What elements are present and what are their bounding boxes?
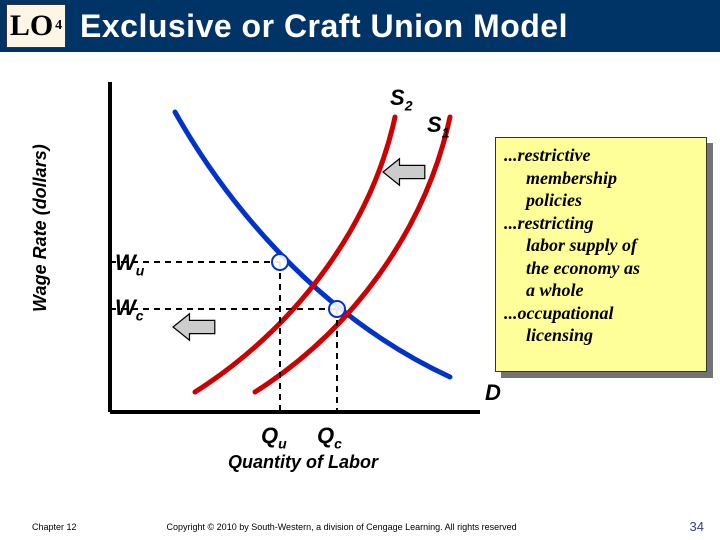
textbox-line: ...occupational bbox=[504, 302, 698, 325]
textbox-line: membership bbox=[504, 167, 698, 190]
restrictions-text-box: ...restrictivemembershippolicies...restr… bbox=[495, 137, 707, 372]
textbox-line: a whole bbox=[504, 279, 698, 302]
d-main: D bbox=[485, 380, 501, 405]
chapter-label: Chapter 12 bbox=[32, 522, 77, 532]
textbox-line: the economy as bbox=[504, 257, 698, 280]
lo-badge: LO4 bbox=[6, 4, 66, 48]
slide-header: LO4 Exclusive or Craft Union Model bbox=[0, 0, 720, 52]
qu-sub: u bbox=[278, 435, 287, 451]
qc-sub: c bbox=[334, 435, 342, 451]
s2-sub: 2 bbox=[405, 97, 413, 113]
d-label: D bbox=[485, 380, 501, 406]
wage-wc-label: Wc bbox=[115, 295, 144, 323]
qty-qc-label: Qc bbox=[317, 423, 342, 451]
lo-prefix: LO bbox=[10, 9, 53, 43]
wage-wu-label: Wu bbox=[115, 250, 144, 278]
textbox-line: ...restricting bbox=[504, 212, 698, 235]
wu-sub: u bbox=[136, 262, 145, 278]
s1-label: S1 bbox=[427, 112, 449, 140]
slide: LO4 Exclusive or Craft Union Model Wage … bbox=[0, 0, 720, 540]
textbox-line: policies bbox=[504, 189, 698, 212]
qc-main: Q bbox=[317, 423, 334, 448]
slide-body: Wage Rate (dollars) Quantity of Labor Wu… bbox=[0, 52, 720, 492]
page-number: 34 bbox=[690, 519, 704, 534]
textbox-line: labor supply of bbox=[504, 234, 698, 257]
s2-main: S bbox=[390, 85, 405, 110]
y-axis-label: Wage Rate (dollars) bbox=[30, 144, 51, 312]
slide-title: Exclusive or Craft Union Model bbox=[80, 8, 568, 45]
qty-qu-label: Qu bbox=[261, 423, 287, 451]
x-axis-label: Quantity of Labor bbox=[228, 452, 378, 473]
wu-main: W bbox=[115, 250, 136, 275]
s1-main: S bbox=[427, 112, 442, 137]
lo-number: 4 bbox=[55, 18, 62, 34]
textbox-line: licensing bbox=[504, 324, 698, 347]
copyright-text: Copyright © 2010 by South-Western, a div… bbox=[167, 522, 517, 532]
textbox-line: ...restrictive bbox=[504, 144, 698, 167]
s1-sub: 1 bbox=[442, 124, 450, 140]
slide-footer: Chapter 12 Copyright © 2010 by South-Wes… bbox=[0, 519, 720, 534]
wc-sub: c bbox=[136, 307, 144, 323]
wc-main: W bbox=[115, 295, 136, 320]
s2-label: S2 bbox=[390, 85, 412, 113]
qu-main: Q bbox=[261, 423, 278, 448]
